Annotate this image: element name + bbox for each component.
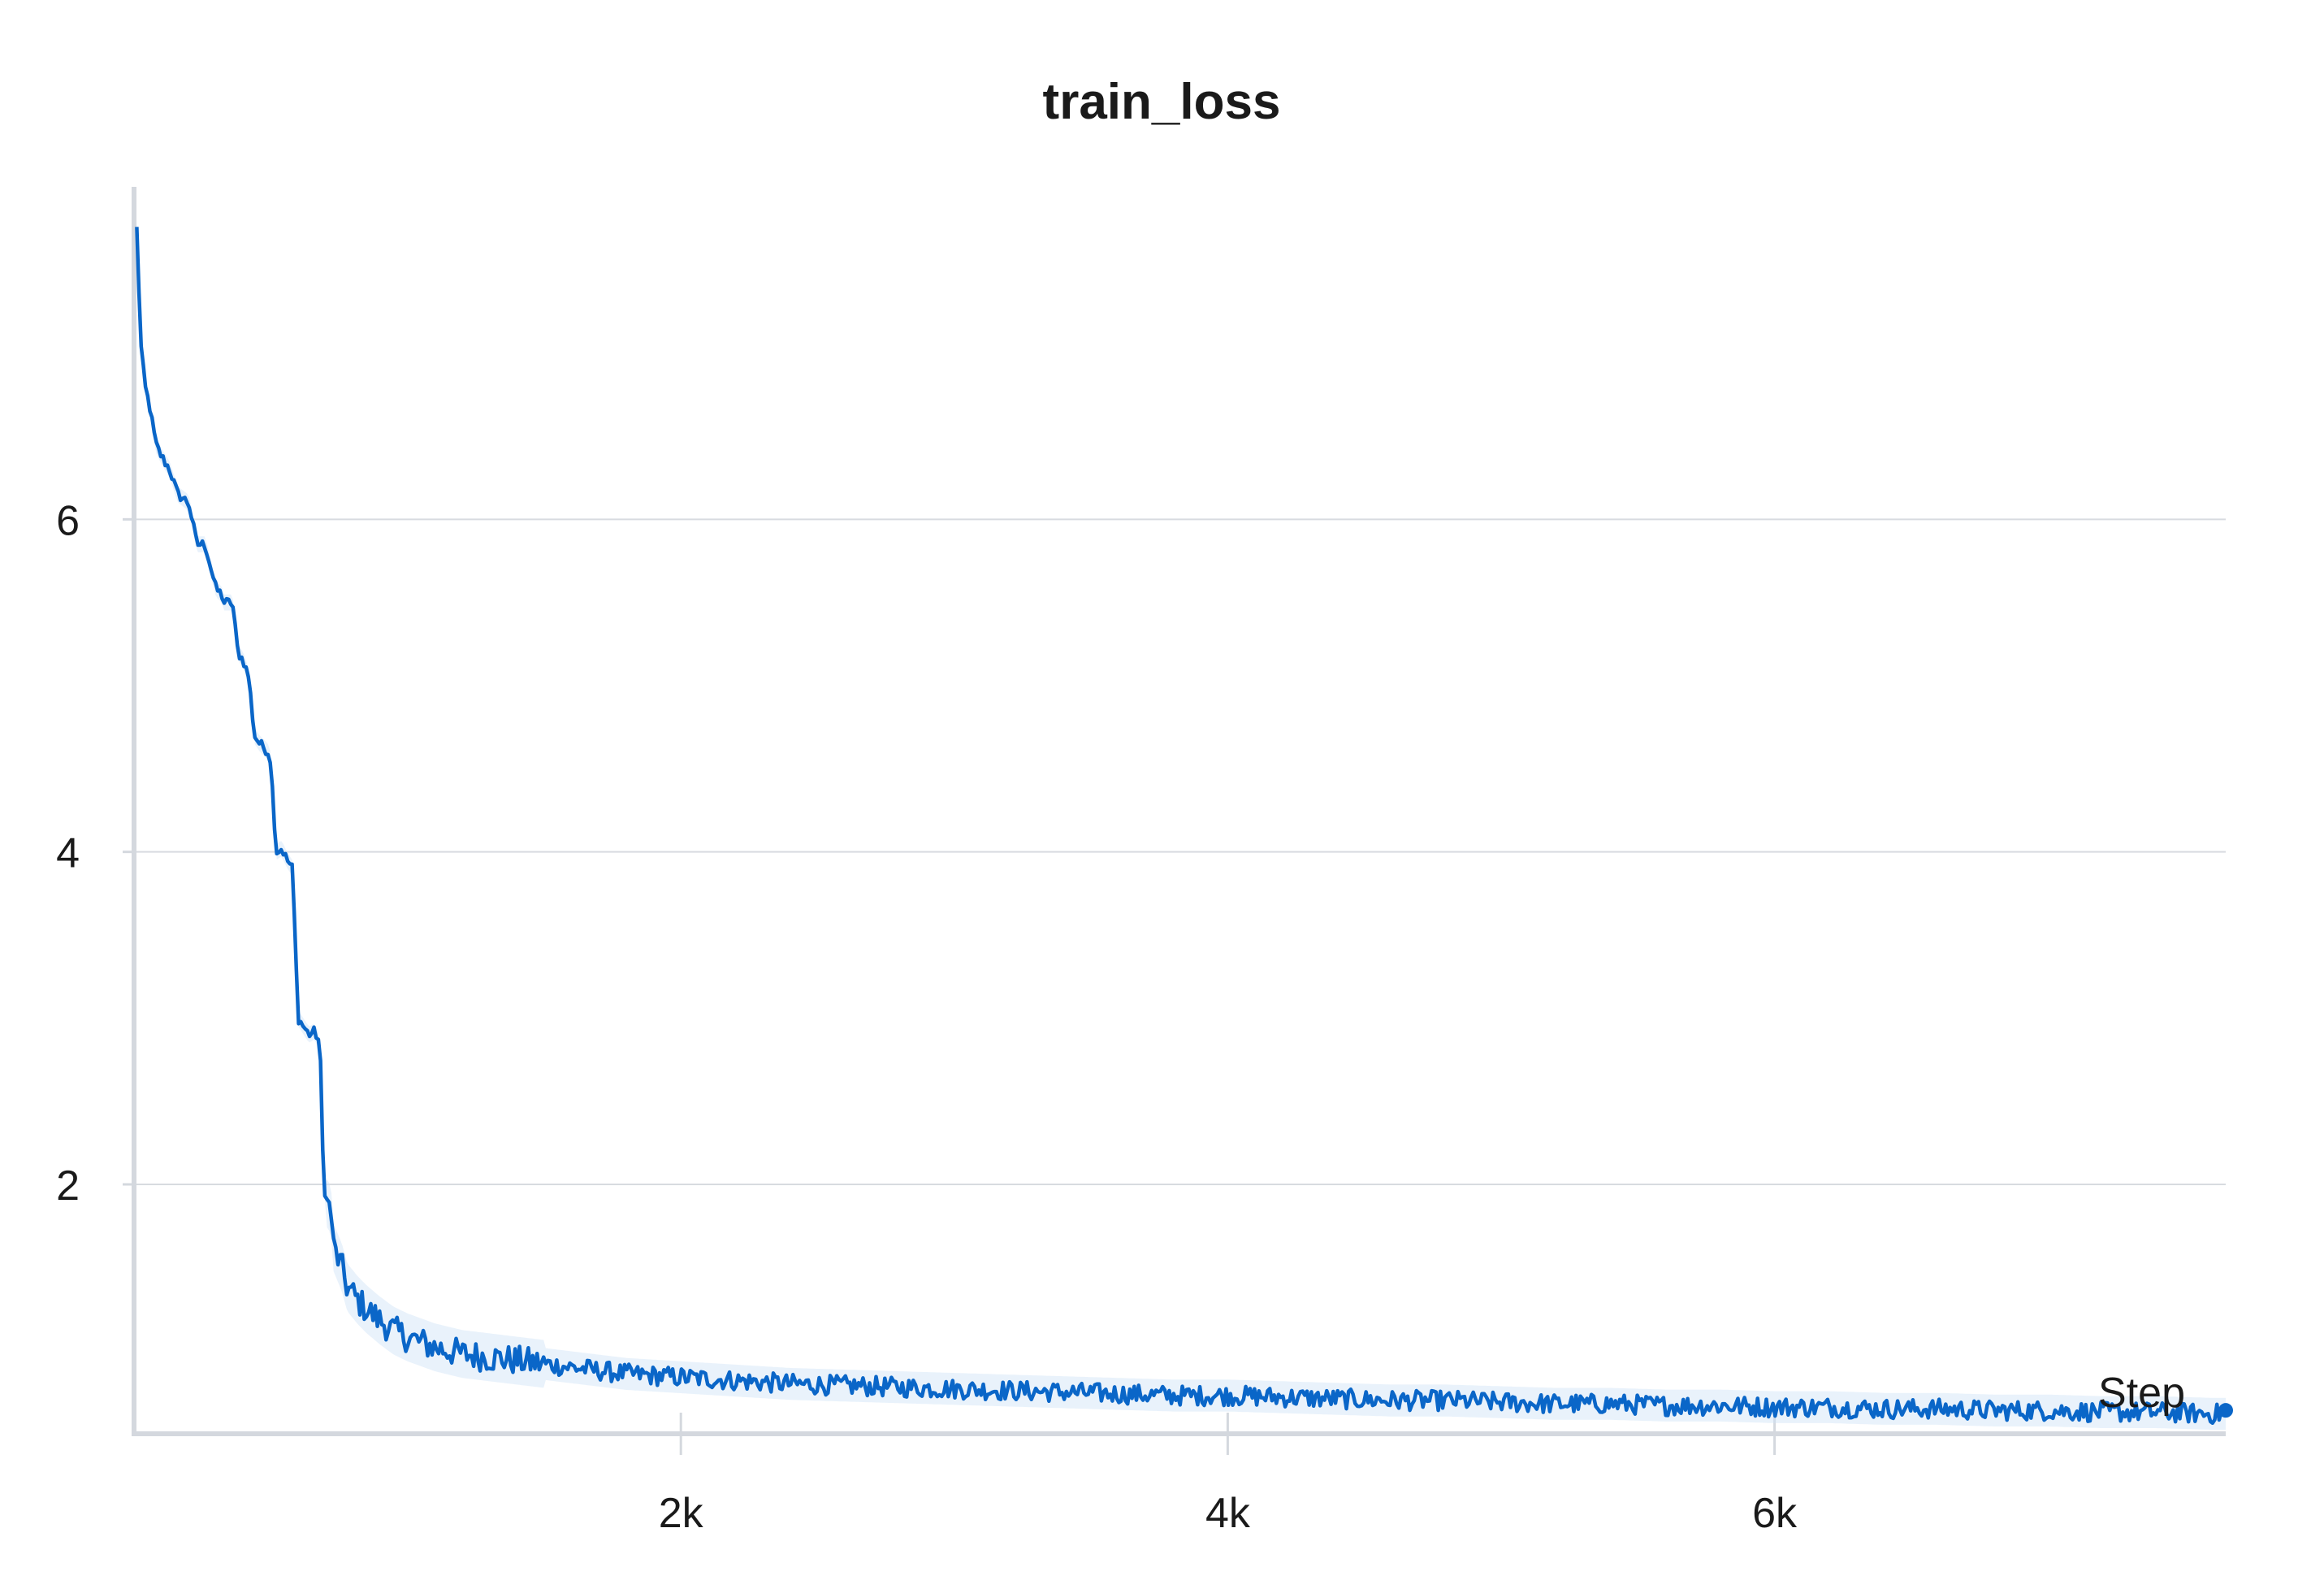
series-noise-band xyxy=(136,220,2227,1431)
chart-title: train_loss xyxy=(1043,74,1281,130)
x-tick-label: 2k xyxy=(659,1490,704,1537)
series-line xyxy=(135,227,2227,1426)
x-axis-label: Step xyxy=(2098,1370,2185,1417)
series-layer xyxy=(135,220,2233,1431)
y-tick-label: 6 xyxy=(56,497,80,544)
series-endpoint-marker xyxy=(2218,1403,2233,1418)
x-tick-label: 6k xyxy=(1752,1490,1798,1537)
y-tick-label: 2 xyxy=(56,1162,80,1210)
axes-layer: 2 4 6 2k 4k 6k xyxy=(56,187,2226,1537)
grid-layer xyxy=(134,518,2226,1185)
y-tick-label: 4 xyxy=(56,830,80,877)
x-tick-label: 4k xyxy=(1205,1490,1251,1537)
